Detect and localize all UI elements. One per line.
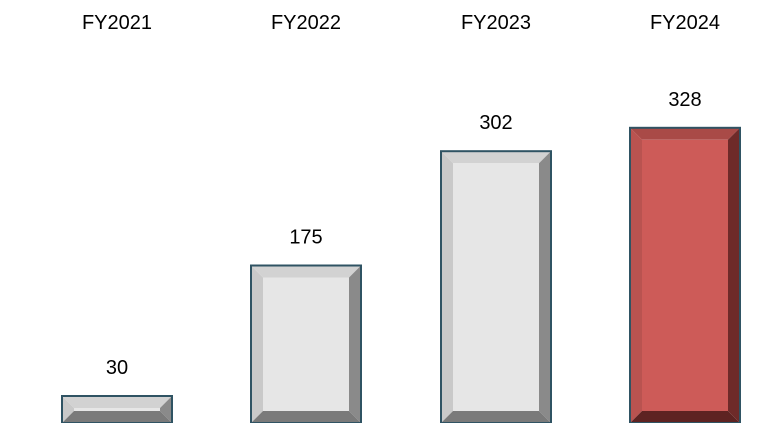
bar-outline-fy2022 bbox=[250, 264, 362, 423]
bar-bevel-top-fy2024 bbox=[630, 127, 740, 140]
bar-fy2021 bbox=[61, 395, 173, 423]
bar-bevel-left-fy2022 bbox=[251, 265, 263, 423]
bars-group bbox=[61, 126, 741, 423]
bar-bevel-top-fy2021 bbox=[62, 396, 172, 408]
bar-fy2024 bbox=[629, 126, 741, 423]
bar-fy2023 bbox=[440, 150, 552, 423]
bar-bevel-top-fy2022 bbox=[251, 265, 361, 278]
bar-bevel-right-fy2024 bbox=[728, 127, 740, 423]
bar-bevel-left-fy2021 bbox=[62, 396, 74, 423]
bar-bevel-bottom-fy2022 bbox=[251, 411, 361, 423]
bar-fy2022 bbox=[250, 264, 362, 423]
bar-face-fy2022 bbox=[263, 277, 349, 411]
category-label-fy2021: FY2021 bbox=[82, 12, 152, 34]
bar-face-fy2024 bbox=[642, 139, 728, 412]
category-label-fy2022: FY2022 bbox=[271, 12, 341, 34]
bar-bevel-bottom-fy2021 bbox=[62, 411, 172, 423]
bar-bevel-left-fy2024 bbox=[630, 127, 642, 423]
bar-bevel-bottom-fy2024 bbox=[630, 411, 740, 423]
bar-bevel-left-fy2023 bbox=[441, 151, 453, 423]
bar-face-fy2021 bbox=[74, 408, 160, 411]
data-label-fy2022: 175 bbox=[289, 227, 322, 249]
data-labels-group: 30 175 302 328 bbox=[106, 89, 702, 379]
category-labels: FY2021 FY2022 FY2023 FY2024 bbox=[82, 12, 720, 34]
data-label-fy2023: 302 bbox=[479, 112, 512, 134]
data-label-fy2024: 328 bbox=[668, 89, 701, 111]
bar-bevel-right-fy2021 bbox=[160, 396, 172, 423]
bar-bevel-bottom-fy2023 bbox=[441, 411, 551, 423]
data-label-fy2021: 30 bbox=[106, 357, 128, 379]
bar-bevel-top-fy2023 bbox=[441, 151, 551, 164]
bar-bevel-right-fy2022 bbox=[349, 265, 361, 423]
bar-outline-fy2021 bbox=[61, 395, 173, 423]
bar-outline-fy2024 bbox=[629, 126, 741, 423]
category-label-fy2023: FY2023 bbox=[461, 12, 531, 34]
bar-face-fy2023 bbox=[453, 163, 539, 411]
bar-bevel-right-fy2023 bbox=[539, 151, 551, 423]
category-label-fy2024: FY2024 bbox=[650, 12, 720, 34]
